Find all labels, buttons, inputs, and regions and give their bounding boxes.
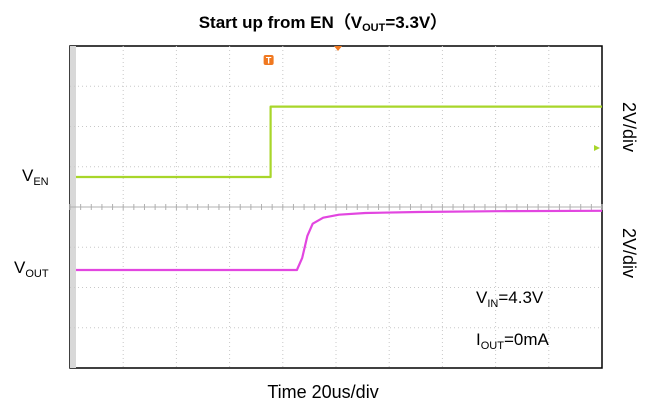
level-marker	[594, 145, 600, 151]
series-line-0	[76, 105, 602, 179]
markers: T	[263, 46, 600, 151]
traces	[76, 105, 603, 272]
vin-annotation: VIN=4.3V	[476, 288, 544, 310]
grid	[69, 46, 603, 368]
ven-label: VEN	[22, 166, 49, 188]
trigger-marker	[263, 55, 274, 65]
vout-label: VOUT	[14, 258, 49, 280]
series-line-1	[76, 209, 603, 272]
upper-scale-label: 2V/div	[619, 102, 639, 153]
iout-annotation: IOUT=0mA	[476, 330, 549, 352]
lower-scale-label: 2V/div	[619, 228, 639, 279]
time-position-marker	[334, 46, 342, 51]
x-axis-label: Time 20us/div	[267, 382, 379, 402]
trigger-marker-label: T	[266, 56, 272, 66]
chart-title: Start up from EN（VOUT=3.3V）	[198, 13, 448, 34]
